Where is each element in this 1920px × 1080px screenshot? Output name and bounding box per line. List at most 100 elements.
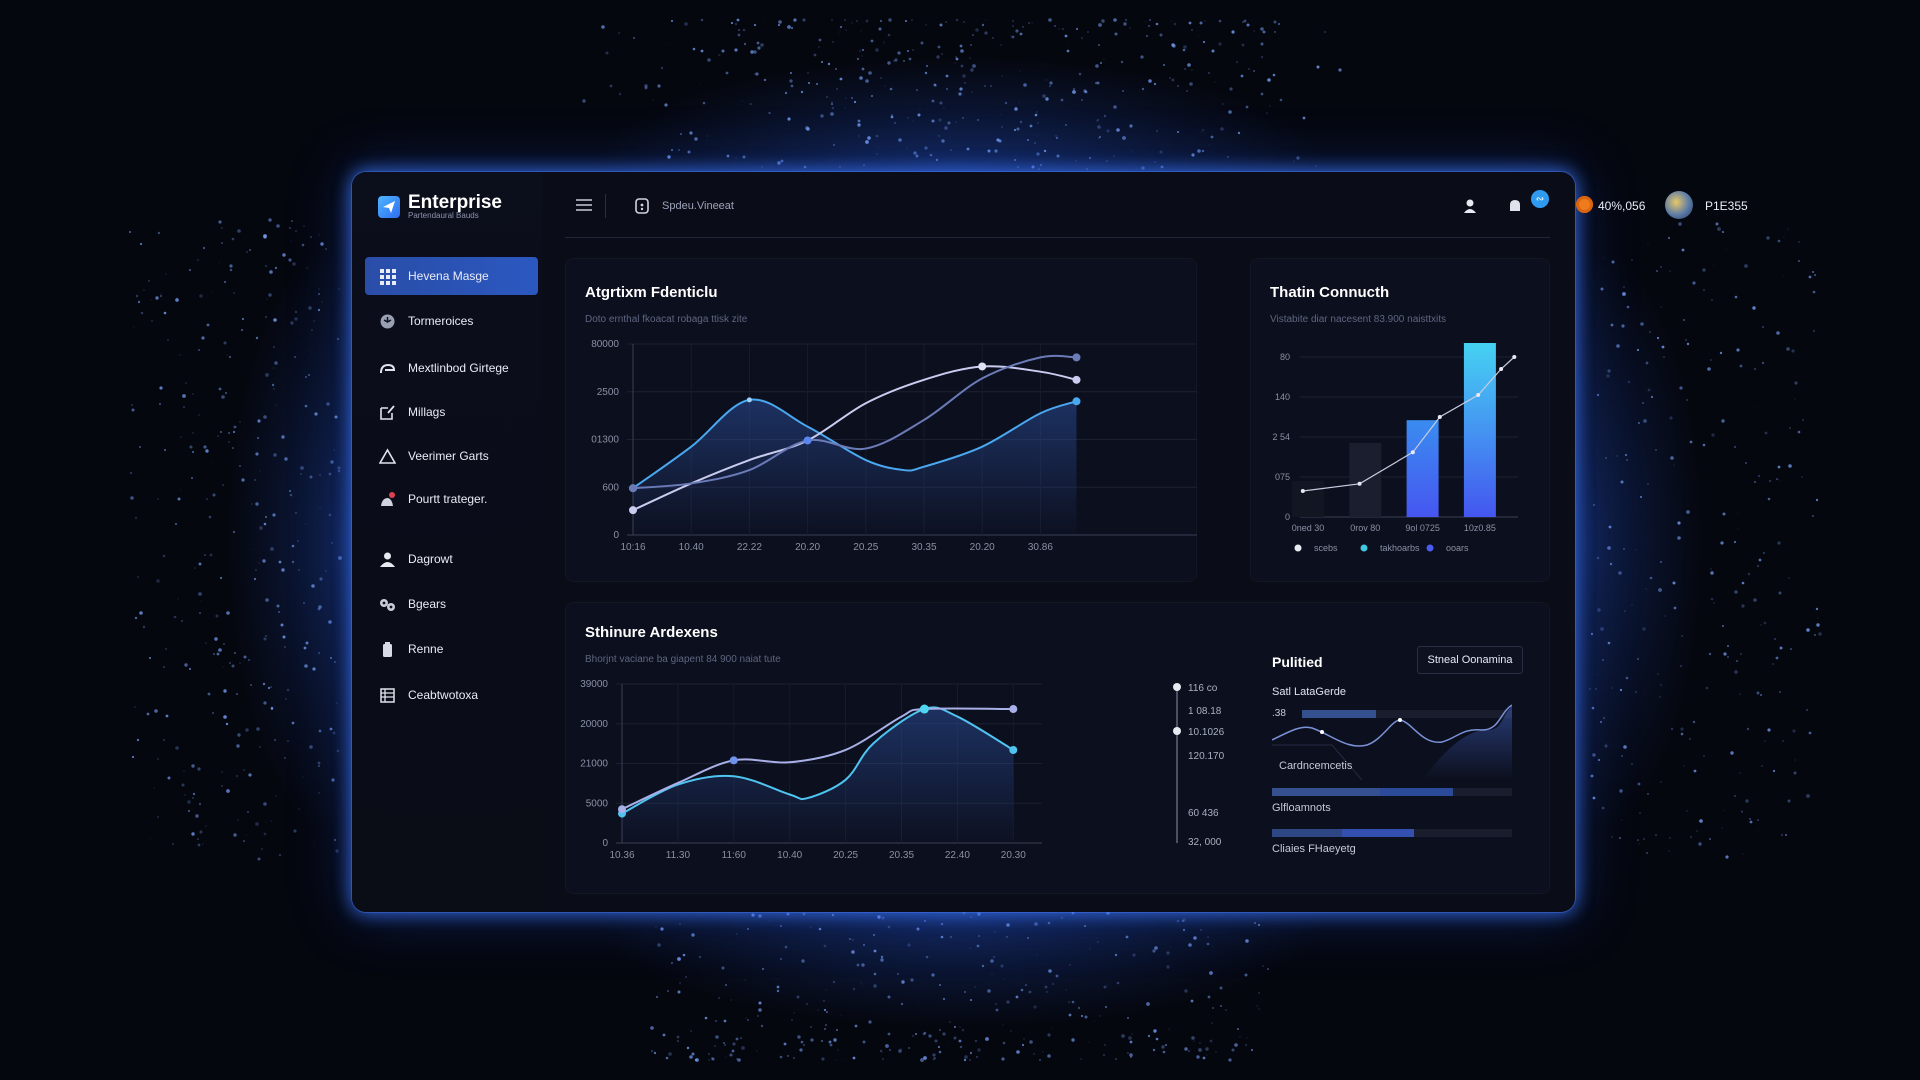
- sidebar-item-1[interactable]: Hevena Masge: [365, 257, 538, 295]
- x-tick-label: 22.22: [737, 542, 762, 553]
- legend-label: scebs: [1314, 543, 1338, 553]
- sidebar-item-label: Ceabtwotoxa: [408, 688, 479, 702]
- y-tick-label: 80000: [591, 339, 619, 350]
- sidebar-item-label: Millags: [408, 405, 446, 419]
- x-tick-label: 10z0.85: [1464, 523, 1496, 533]
- sidebar-item-label: Tormeroices: [408, 314, 474, 328]
- y-tick-label: 5000: [586, 798, 609, 809]
- sidebar-item-5[interactable]: Veerimer Garts: [365, 437, 538, 475]
- data-point: [803, 436, 812, 445]
- user-icon[interactable]: [1462, 198, 1478, 214]
- sidebar-item-7[interactable]: Dagrowt: [365, 540, 538, 578]
- x-tick-label: 0ned 30: [1292, 523, 1325, 533]
- sidebar-item-label: Bgears: [408, 597, 447, 611]
- y-tick-label: 2500: [597, 387, 620, 398]
- sidebar-item-6[interactable]: Pourtt trateger.: [365, 480, 538, 518]
- sidebar-item-label: Pourtt trateger.: [408, 492, 488, 506]
- progress-fill: [1380, 788, 1453, 796]
- x-tick-label: 11:60: [722, 850, 747, 861]
- y-tick-label: 20000: [580, 719, 608, 730]
- sidebar-item-4[interactable]: Millags: [365, 393, 538, 431]
- bar: [1406, 420, 1439, 517]
- side-scale-label: 120.170: [1188, 751, 1225, 762]
- data-point: [919, 704, 929, 714]
- series-line-2: [632, 365, 1077, 512]
- y-tick-label: 0: [1285, 512, 1290, 522]
- series-area: [622, 707, 1014, 843]
- legend-label: ooars: [1446, 543, 1469, 553]
- x-tick-label: 22.40: [945, 850, 970, 861]
- logo[interactable]: Enterprise Partendaural Bauds: [378, 192, 502, 220]
- app-subtitle: Partendaural Bauds: [408, 211, 479, 220]
- data-point: [746, 397, 752, 403]
- sidebar-item-9[interactable]: Renne: [365, 630, 538, 668]
- x-tick-label: 11.30: [666, 850, 691, 861]
- sidebar: Enterprise Partendaural Bauds Hevena Masg…: [352, 172, 542, 912]
- balance: 40%,056: [1598, 199, 1646, 213]
- gears-icon: [380, 598, 395, 611]
- paper-plane-icon: [378, 196, 400, 218]
- trend-point: [1437, 415, 1442, 419]
- trend-point: [1512, 355, 1517, 359]
- legend-swatch: [1294, 544, 1302, 552]
- user-icon: [380, 552, 395, 567]
- username[interactable]: P1E355: [1705, 199, 1748, 213]
- trend-point: [1410, 450, 1415, 455]
- menu-button[interactable]: [575, 198, 593, 212]
- avatar-globe[interactable]: [1665, 191, 1693, 219]
- legend-swatch: [1426, 544, 1434, 552]
- legend-swatch: [1360, 544, 1368, 552]
- notification-badge[interactable]: ∾: [1531, 190, 1549, 208]
- chart-subtitle: Doto ernthal fkoacat robaga ttisk zite: [585, 314, 748, 325]
- y-tick-label: 80: [1280, 352, 1290, 362]
- progress-track: [1302, 710, 1512, 718]
- sidebar-item-label: Renne: [408, 642, 444, 656]
- cloud-icon: [380, 363, 396, 373]
- coin-icon: [1576, 196, 1593, 213]
- x-tick-label: 20.20: [795, 542, 820, 553]
- x-tick-label: 10.40: [679, 542, 704, 553]
- chart-title: Sthinure Ardexens: [585, 624, 718, 641]
- x-tick-label: 30.35: [911, 542, 936, 553]
- dashboard-gauge-icon: [380, 314, 395, 328]
- data-point: [618, 805, 626, 814]
- sidebar-item-label: Mextlinbod Girtege: [408, 361, 509, 375]
- progress-fill: [1272, 829, 1342, 837]
- row-label: Glfloamnots: [1272, 802, 1331, 814]
- progress-fill: [1302, 710, 1376, 718]
- sidebar-item-label: Dagrowt: [408, 552, 453, 566]
- scale-handle: [1173, 727, 1181, 735]
- y-tick-label: 140: [1275, 392, 1290, 402]
- alert-triangle-icon: [379, 447, 396, 464]
- side-panel-heading: Satl LataGerde: [1272, 686, 1346, 698]
- app-title: Enterprise: [408, 192, 502, 213]
- sidebar-item-8[interactable]: Bgears: [365, 585, 538, 623]
- notification-bell-icon: [381, 491, 395, 506]
- y-tick-label: 39000: [580, 679, 608, 690]
- sidebar-item-10[interactable]: Ceabtwotoxa: [365, 676, 538, 714]
- x-tick-label: 20.20: [970, 542, 995, 553]
- side-scale-label: 10.1026: [1188, 727, 1225, 738]
- sidebar-item-3[interactable]: Mextlinbod Girtege: [365, 349, 538, 387]
- side-scale-label: 116 co: [1188, 683, 1218, 694]
- sidebar-item-2[interactable]: Tormeroices: [365, 302, 538, 340]
- card-chart-3: Sthinure Ardexens Bhorjnt vaciane ba gia…: [565, 602, 1550, 894]
- x-tick-label: 10.40: [777, 850, 802, 861]
- x-tick-label: 20.25: [833, 850, 858, 861]
- y-tick-label: 21000: [580, 759, 608, 770]
- scale-handle: [1173, 683, 1181, 691]
- topbar: Spdeu.Vineeat ∾ 40%,056 P1E355: [565, 172, 1748, 238]
- chart-subtitle: Vistabite diar nacesent 83.900 naisttxit…: [1270, 314, 1447, 325]
- bell-icon[interactable]: [1507, 198, 1523, 214]
- breadcrumb[interactable]: Spdeu.Vineeat: [662, 200, 734, 212]
- grid-icon: [380, 268, 396, 285]
- data-point: [729, 756, 738, 765]
- lock-icon[interactable]: [635, 196, 649, 214]
- sidebar-item-label: Hevena Masge: [408, 269, 489, 283]
- side-panel-button[interactable]: Stneal Oonamina: [1417, 646, 1523, 674]
- progress-fill: [1272, 788, 1380, 796]
- y-tick-label: 2 54: [1272, 432, 1290, 442]
- side-scale-label: 32, 000: [1188, 837, 1222, 848]
- card-chart-2: Thatin Connucth Vistabite diar nacesent …: [1250, 258, 1550, 582]
